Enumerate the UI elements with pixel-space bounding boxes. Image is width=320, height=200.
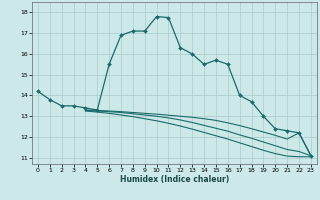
X-axis label: Humidex (Indice chaleur): Humidex (Indice chaleur): [120, 175, 229, 184]
